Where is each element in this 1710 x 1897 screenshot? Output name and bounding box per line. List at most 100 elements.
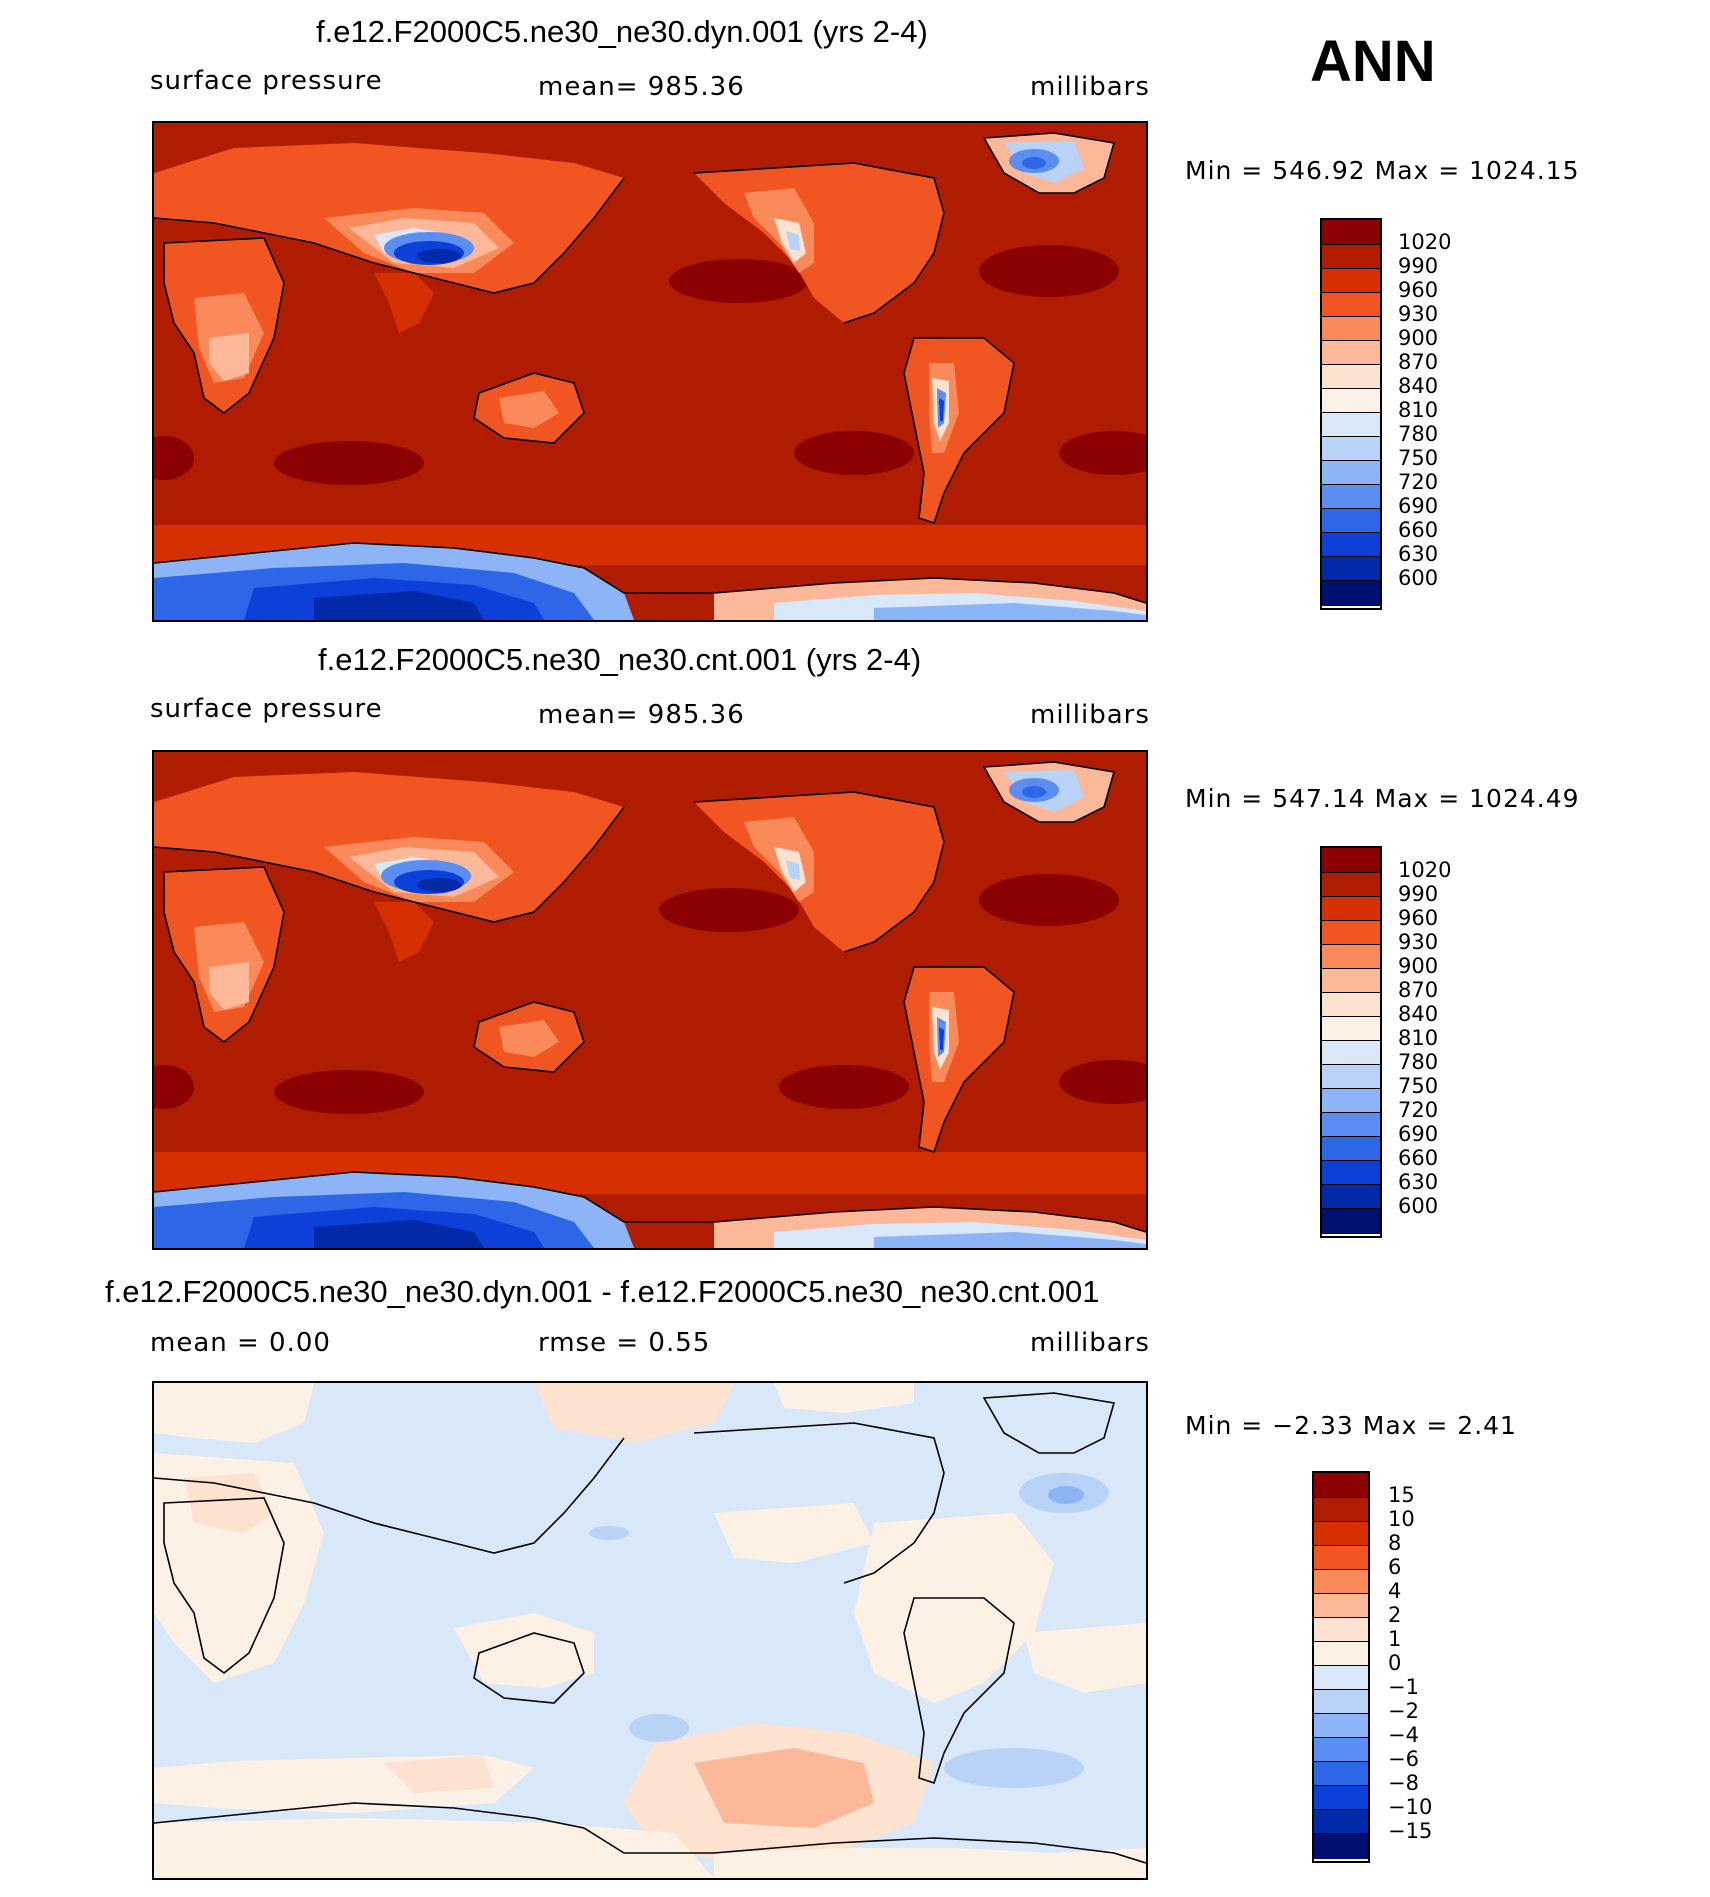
panel2-colorbar-swatch bbox=[1322, 1088, 1380, 1112]
colorbar-tick-label: 870 bbox=[1398, 350, 1439, 374]
panel3-colorbar-swatch bbox=[1314, 1617, 1368, 1641]
panel3-colorbar-swatch bbox=[1314, 1713, 1368, 1737]
panel1-title: f.e12.F2000C5.ne30_ne30.dyn.001 (yrs 2-4… bbox=[316, 14, 928, 49]
panel2-colorbar-swatch bbox=[1322, 1112, 1380, 1136]
panel2-colorbar-swatch bbox=[1322, 992, 1380, 1016]
colorbar-tick-label: 810 bbox=[1398, 1026, 1439, 1050]
season-label: ANN bbox=[1310, 29, 1436, 94]
colorbar-tick-label: 840 bbox=[1398, 1002, 1439, 1026]
panel1-colorbar-swatch bbox=[1322, 580, 1380, 606]
panel2-map bbox=[152, 750, 1148, 1250]
colorbar-tick-label: 720 bbox=[1398, 1098, 1439, 1122]
panel1-minmax: Min = 546.92 Max = 1024.15 bbox=[1185, 156, 1580, 185]
colorbar-tick-label: 930 bbox=[1398, 930, 1439, 954]
panel3-colorbar-swatch bbox=[1314, 1737, 1368, 1761]
colorbar-tick-label: −10 bbox=[1388, 1795, 1433, 1819]
panel3-title: f.e12.F2000C5.ne30_ne30.dyn.001 - f.e12.… bbox=[105, 1274, 1100, 1309]
colorbar-tick-label: 2 bbox=[1388, 1603, 1402, 1627]
panel1-colorbar-swatch bbox=[1322, 388, 1380, 412]
colorbar-tick-label: 750 bbox=[1398, 1074, 1439, 1098]
colorbar-tick-label: 930 bbox=[1398, 302, 1439, 326]
panel2-colorbar-swatch bbox=[1322, 1208, 1380, 1234]
colorbar-tick-label: 630 bbox=[1398, 542, 1439, 566]
panel2-colorbar-swatch bbox=[1322, 920, 1380, 944]
panel3-colorbar-swatch bbox=[1314, 1497, 1368, 1521]
colorbar-tick-label: 4 bbox=[1388, 1579, 1402, 1603]
panel1-colorbar-swatch bbox=[1322, 532, 1380, 556]
panel3-units-label: millibars bbox=[1030, 1328, 1150, 1358]
panel2-title: f.e12.F2000C5.ne30_ne30.cnt.001 (yrs 2-4… bbox=[318, 642, 922, 677]
colorbar-tick-label: 660 bbox=[1398, 518, 1439, 542]
colorbar-tick-label: 15 bbox=[1388, 1483, 1415, 1507]
panel2-colorbar-swatch bbox=[1322, 848, 1380, 872]
colorbar-tick-label: 810 bbox=[1398, 398, 1439, 422]
panel1-colorbar-swatch bbox=[1322, 508, 1380, 532]
colorbar-tick-label: −4 bbox=[1388, 1723, 1419, 1747]
colorbar-tick-label: 870 bbox=[1398, 978, 1439, 1002]
panel2-colorbar-swatch bbox=[1322, 968, 1380, 992]
colorbar-tick-label: 960 bbox=[1398, 278, 1439, 302]
colorbar-tick-label: 600 bbox=[1398, 566, 1439, 590]
panel3-minmax: Min = −2.33 Max = 2.41 bbox=[1185, 1411, 1517, 1440]
panel2-colorbar-swatch bbox=[1322, 1064, 1380, 1088]
colorbar-tick-label: 990 bbox=[1398, 882, 1439, 906]
colorbar-tick-label: −15 bbox=[1388, 1819, 1433, 1843]
colorbar-tick-label: −8 bbox=[1388, 1771, 1419, 1795]
colorbar-tick-label: 1020 bbox=[1398, 858, 1452, 882]
panel2-colorbar-swatch bbox=[1322, 1160, 1380, 1184]
panel3-difference-field bbox=[154, 1383, 1146, 1878]
colorbar-tick-label: 690 bbox=[1398, 1122, 1439, 1146]
colorbar-tick-label: 630 bbox=[1398, 1170, 1439, 1194]
panel2-colorbar-swatch bbox=[1322, 1040, 1380, 1064]
panel1-colorbar-swatch bbox=[1322, 484, 1380, 508]
panel2-colorbar-swatch bbox=[1322, 1184, 1380, 1208]
panel3-colorbar-swatch bbox=[1314, 1545, 1368, 1569]
panel1-colorbar-swatch bbox=[1322, 220, 1380, 244]
colorbar-tick-label: 1 bbox=[1388, 1627, 1402, 1651]
panel2-units-label: millibars bbox=[1030, 700, 1150, 730]
panel3-map bbox=[152, 1381, 1148, 1880]
colorbar-tick-label: −2 bbox=[1388, 1699, 1419, 1723]
panel3-colorbar-swatch bbox=[1314, 1761, 1368, 1785]
panel1-colorbar-swatch bbox=[1322, 244, 1380, 268]
panel2-variable-label: surface pressure bbox=[150, 694, 383, 724]
colorbar-tick-label: 1020 bbox=[1398, 230, 1452, 254]
colorbar-tick-label: 690 bbox=[1398, 494, 1439, 518]
panel1-variable-label: surface pressure bbox=[150, 66, 383, 96]
panel2-colorbar-swatch bbox=[1322, 896, 1380, 920]
panel2-pressure-field bbox=[154, 752, 1146, 1248]
colorbar-tick-label: 750 bbox=[1398, 446, 1439, 470]
panel3-colorbar-swatch bbox=[1314, 1593, 1368, 1617]
colorbar-tick-label: 960 bbox=[1398, 906, 1439, 930]
panel2-colorbar bbox=[1320, 846, 1382, 1238]
panel3-colorbar-swatch bbox=[1314, 1689, 1368, 1713]
panel1-colorbar-swatch bbox=[1322, 556, 1380, 580]
panel3-colorbar-swatch bbox=[1314, 1809, 1368, 1833]
colorbar-tick-label: 780 bbox=[1398, 1050, 1439, 1074]
panel2-colorbar-swatch bbox=[1322, 1016, 1380, 1040]
panel1-mean-label: mean= 985.36 bbox=[538, 72, 745, 102]
colorbar-tick-label: 6 bbox=[1388, 1555, 1402, 1579]
panel1-units-label: millibars bbox=[1030, 72, 1150, 102]
panel3-colorbar-swatch bbox=[1314, 1473, 1368, 1497]
colorbar-tick-label: 990 bbox=[1398, 254, 1439, 278]
panel3-colorbar-swatch bbox=[1314, 1569, 1368, 1593]
colorbar-tick-label: 780 bbox=[1398, 422, 1439, 446]
colorbar-tick-label: 8 bbox=[1388, 1531, 1402, 1555]
panel2-colorbar-swatch bbox=[1322, 1136, 1380, 1160]
panel2-mean-label: mean= 985.36 bbox=[538, 700, 745, 730]
panel1-colorbar-swatch bbox=[1322, 364, 1380, 388]
panel2-minmax: Min = 547.14 Max = 1024.49 bbox=[1185, 784, 1580, 813]
panel1-colorbar-swatch bbox=[1322, 292, 1380, 316]
panel1-colorbar bbox=[1320, 218, 1382, 610]
panel1-colorbar-swatch bbox=[1322, 460, 1380, 484]
panel3-colorbar-swatch bbox=[1314, 1521, 1368, 1545]
colorbar-tick-label: 10 bbox=[1388, 1507, 1415, 1531]
panel3-rmse-label: rmse = 0.55 bbox=[538, 1328, 711, 1358]
panel3-colorbar-swatch bbox=[1314, 1641, 1368, 1665]
panel1-colorbar-swatch bbox=[1322, 316, 1380, 340]
colorbar-tick-label: 900 bbox=[1398, 326, 1439, 350]
panel1-colorbar-swatch bbox=[1322, 436, 1380, 460]
panel3-colorbar-swatch bbox=[1314, 1785, 1368, 1809]
panel3-colorbar-swatch bbox=[1314, 1665, 1368, 1689]
